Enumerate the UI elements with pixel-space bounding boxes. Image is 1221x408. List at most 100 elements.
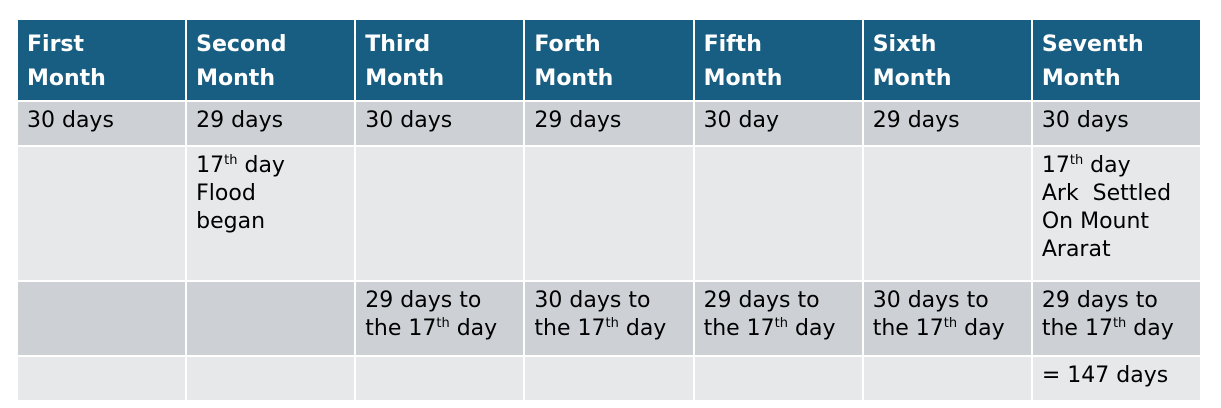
table-cell: 17th day Flood began [185, 145, 357, 282]
table-cell: 29 days to the 17th day [1030, 280, 1203, 357]
header-text: Month [365, 66, 445, 91]
ordinal-suffix: th [1112, 316, 1127, 331]
table-cell: 29 days to the 17th day [692, 280, 864, 357]
cell-line: the 17th day [704, 315, 853, 343]
table-cell [861, 355, 1033, 402]
table-cell [354, 145, 526, 282]
table-cell: 29 days [861, 100, 1033, 147]
header-text: Month [27, 66, 106, 91]
cell-text: On Mount [1041, 209, 1150, 234]
ordinal-suffix: th [774, 316, 788, 331]
table-cell [185, 355, 357, 402]
table-cell [861, 145, 1033, 282]
cell-line: 29 days [534, 107, 683, 135]
table-cell [15, 145, 188, 282]
cell-text: day [788, 316, 836, 341]
table-cell: 30 day [692, 100, 864, 147]
cell-line: Flood [196, 180, 345, 208]
cell-line: Ararat [1042, 236, 1191, 264]
cell-text: day [618, 316, 667, 341]
cell-text: the 17 [872, 316, 944, 341]
header-text: Third [365, 32, 431, 57]
header-text: Forth [534, 32, 601, 57]
cell-line: the 17th day [534, 315, 683, 343]
cell-text: 30 days [1041, 108, 1129, 133]
cell-text: 29 days to [703, 288, 820, 313]
table-cell: 30 days [15, 100, 188, 147]
table-cell: = 147 days [1030, 355, 1203, 402]
cell-text: 30 days to [872, 288, 989, 313]
table-cell [15, 280, 188, 357]
table-cell: 29 days [523, 100, 695, 147]
table-cell [692, 355, 864, 402]
header-row: First Month Second Month Third Month Forth Mont… [15, 18, 1203, 102]
cell-text: day [957, 316, 1005, 341]
table-row: 30 days 29 days 30 days 29 days 30 day 29 day… [15, 100, 1203, 147]
cell-line: 29 days [196, 107, 345, 135]
cell-line: 30 days to [873, 287, 1022, 315]
header-text: Month [872, 66, 952, 91]
header-cell: Third Month [354, 18, 526, 102]
ordinal-suffix: th [224, 153, 238, 168]
table-cell [523, 145, 695, 282]
table-row: 17th day Flood began 17th day Ark Settled On … [15, 145, 1203, 282]
cell-text: Ark Settled [1041, 181, 1172, 206]
cell-text: 30 days [27, 108, 114, 133]
cell-text: began [196, 209, 266, 234]
cell-text: day [1083, 153, 1131, 178]
table-cell [523, 355, 695, 402]
header-text: First [27, 32, 85, 57]
header-cell: Seventh Month [1030, 18, 1203, 102]
cell-text: 30 days to [534, 288, 651, 313]
cell-text: 29 days [196, 108, 284, 133]
cell-text: 29 days to [1041, 288, 1158, 313]
cell-line: 29 days to [1042, 287, 1191, 315]
table-cell [185, 280, 357, 357]
cell-text: = 147 days [1041, 363, 1169, 388]
header-cell: Second Month [185, 18, 357, 102]
table-cell: 29 days to the 17th day [354, 280, 526, 357]
cell-line: 30 day [704, 107, 853, 135]
cell-text: 17 [196, 153, 225, 178]
cell-line: 30 days [365, 107, 514, 135]
cell-text: 30 day [703, 108, 780, 133]
table-cell: 29 days [185, 100, 357, 147]
table-cell: 30 days [1030, 100, 1203, 147]
cell-text: the 17 [534, 316, 606, 341]
header-text: Seventh [1041, 32, 1144, 57]
cell-text: the 17 [703, 316, 775, 341]
cell-text: 29 days [872, 108, 960, 133]
cell-line: began [196, 208, 345, 236]
cell-line: On Mount [1042, 208, 1191, 236]
table-cell [15, 355, 188, 402]
cell-line: the 17th day [365, 315, 514, 343]
cell-line: the 17th day [873, 315, 1022, 343]
cell-text: day [449, 316, 498, 341]
header-text: Month [534, 66, 614, 91]
cell-line: 17th day [1042, 152, 1191, 180]
flood-months-table: First Month Second Month Third Month Forth Mont… [15, 18, 1203, 402]
header-cell: Sixth Month [861, 18, 1033, 102]
header-text: Fifth [703, 32, 762, 57]
cell-line: 30 days [1042, 107, 1191, 135]
header-cell: First Month [15, 18, 188, 102]
cell-text: day [1126, 316, 1174, 341]
header-text: Month [703, 66, 783, 91]
header-cell: Forth Month [523, 18, 695, 102]
table-cell: 17th day Ark Settled On Mount Ararat [1030, 145, 1203, 282]
table-cell: 30 days [354, 100, 526, 147]
cell-text: Flood [196, 181, 256, 206]
ordinal-suffix: th [436, 316, 450, 331]
cell-text: 29 days to [365, 288, 482, 313]
cell-line: 29 days [873, 107, 1022, 135]
cell-text: 17 [1041, 153, 1070, 178]
cell-text: Ararat [1041, 237, 1111, 262]
cell-line: 29 days to [704, 287, 853, 315]
cell-line: = 147 days [1042, 362, 1191, 390]
cell-text: day [237, 153, 285, 178]
header-text: Month [196, 66, 275, 91]
table-cell: 30 days to the 17th day [523, 280, 695, 357]
cell-line: the 17th day [1042, 315, 1191, 343]
table-cell [692, 145, 864, 282]
cell-line: 30 days to [534, 287, 683, 315]
